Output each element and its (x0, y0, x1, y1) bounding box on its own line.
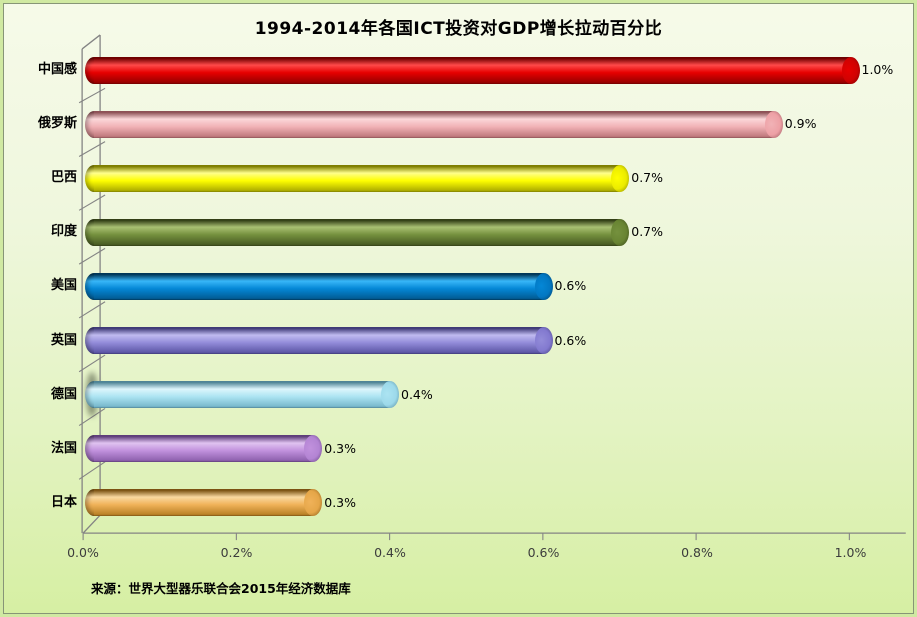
bar[interactable] (94, 164, 621, 192)
bar[interactable] (94, 327, 544, 354)
category-label: 英国 (50, 332, 77, 348)
bar[interactable] (94, 272, 544, 300)
category-label: 印度 (50, 224, 77, 240)
category-tick (78, 194, 106, 211)
bar-right-cap[interactable] (381, 381, 399, 409)
bar-right-cap[interactable] (611, 218, 630, 246)
bar-right-cap[interactable] (611, 164, 630, 192)
x-tick-label: 0.0% (67, 545, 99, 560)
bar-value-label: 0.6% (554, 332, 587, 348)
category-tick (78, 354, 106, 373)
bar[interactable] (94, 381, 390, 409)
bar-right-cap[interactable] (304, 489, 323, 517)
category-tick (78, 87, 106, 104)
x-tick-label: 0.8% (681, 545, 713, 560)
bar[interactable] (94, 218, 621, 246)
category-label: 法国 (50, 440, 77, 456)
bar-right-cap[interactable] (534, 327, 553, 354)
plot-area: 0.0% 0.2% 0.4% 0.6% 0.8% 1.0% 中国感 1.0% 俄罗斯 0.9% 巴西… (4, 4, 913, 613)
category-label: 俄罗斯 (37, 116, 77, 132)
category-label: 日本 (50, 494, 77, 510)
category-label: 德国 (50, 386, 77, 402)
bar-value-label: 0.7% (631, 224, 664, 240)
category-label: 巴西 (50, 170, 77, 186)
bar[interactable] (94, 56, 851, 84)
x-tick-label: 0.4% (374, 545, 406, 560)
bar-right-cap[interactable] (841, 56, 860, 84)
x-tick-label: 0.6% (527, 545, 560, 560)
bar-right-cap[interactable] (304, 435, 323, 463)
category-tick (78, 301, 106, 319)
bar-value-label: 0.9% (784, 116, 817, 132)
bar[interactable] (94, 110, 774, 138)
bar-right-cap[interactable] (534, 272, 553, 300)
bar[interactable] (94, 435, 314, 463)
bar-right-cap[interactable] (764, 110, 783, 138)
bar-value-label: 0.3% (324, 494, 357, 510)
bar-value-label: 0.7% (631, 170, 664, 186)
chart-area: 1994-2014年各国ICT投资对GDP增长拉动百分比 0.0% 0.2% 0.4… (3, 3, 914, 614)
bar-value-label: 1.0% (861, 62, 894, 77)
category-tick (78, 461, 106, 480)
category-tick (78, 141, 106, 158)
category-label: 中国感 (37, 62, 77, 77)
source-note: 来源：世界大型器乐联合会2015年经济数据库 (91, 581, 351, 596)
bar[interactable] (94, 489, 314, 517)
category-label: 美国 (50, 278, 77, 294)
bar-value-label: 0.6% (554, 278, 587, 294)
bar-value-label: 0.4% (401, 386, 433, 402)
bar-value-label: 0.3% (324, 440, 357, 456)
x-tick-label: 1.0% (834, 545, 867, 560)
chart-title: 1994-2014年各国ICT投资对GDP增长拉动百分比 (254, 19, 663, 39)
x-tick-label: 0.2% (220, 545, 253, 560)
category-tick (78, 247, 106, 265)
